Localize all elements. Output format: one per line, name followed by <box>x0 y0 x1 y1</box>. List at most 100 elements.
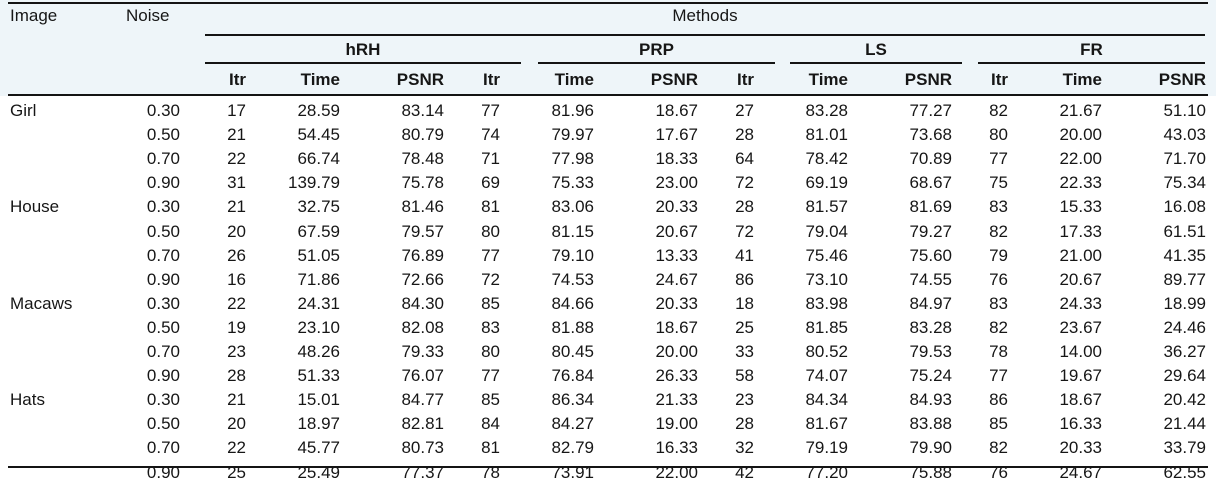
cell-prp-itr: 77 <box>481 366 500 386</box>
cell-prp-itr: 84 <box>481 414 500 434</box>
cell-fr-psnr: 29.64 <box>1163 366 1206 386</box>
cell-prp-time: 79.10 <box>551 245 594 265</box>
cell-hrh-time: 66.74 <box>297 149 340 169</box>
cell-fr-itr: 75 <box>989 173 1008 193</box>
cell-fr-time: 24.33 <box>1059 293 1102 313</box>
cell-prp-time: 83.06 <box>551 197 594 217</box>
cell-prp-psnr: 20.33 <box>655 197 698 217</box>
cell-prp-time: 79.97 <box>551 125 594 145</box>
cell-hrh-psnr: 81.46 <box>401 197 444 217</box>
cell-hrh-itr: 17 <box>227 101 246 120</box>
cell-fr-itr: 77 <box>989 366 1008 386</box>
cell-hrh-time: 28.59 <box>297 101 340 120</box>
cell-hrh-psnr: 82.81 <box>401 414 444 434</box>
cell-ls-itr: 33 <box>735 342 754 361</box>
cell-hrh-psnr: 83.14 <box>401 101 444 120</box>
cell-ls-itr: 27 <box>735 101 754 120</box>
cell-ls-psnr: 77.27 <box>909 101 952 120</box>
cell-ls-psnr: 68.67 <box>909 173 952 193</box>
midrule <box>8 94 1208 96</box>
cell-ls-psnr: 75.24 <box>909 366 952 386</box>
cell-hrh-psnr: 80.73 <box>401 438 444 458</box>
cell-ls-psnr: 74.55 <box>909 269 952 289</box>
group-rule-hrh <box>205 62 521 64</box>
cell-hrh-time: 67.59 <box>297 221 340 241</box>
cell-prp-itr: 69 <box>481 173 500 193</box>
group-rule-ls <box>790 62 962 64</box>
cell-fr-psnr: 51.10 <box>1163 101 1206 120</box>
cell-ls-itr: 72 <box>735 173 754 193</box>
cell-fr-time: 21.00 <box>1059 245 1102 265</box>
cell-hrh-itr: 16 <box>227 269 246 289</box>
row-label-image: Macaws <box>10 293 73 313</box>
row-label-noise: 0.50 <box>146 414 180 434</box>
cell-prp-psnr: 13.33 <box>655 245 698 265</box>
group-header-prp: PRP <box>639 40 674 59</box>
cell-hrh-psnr: 72.66 <box>401 269 444 289</box>
column-header-prp-time: Time <box>554 70 594 89</box>
cell-ls-time: 75.46 <box>805 245 848 265</box>
cell-hrh-itr: 22 <box>227 149 246 169</box>
cell-prp-itr: 81 <box>481 438 500 458</box>
cell-prp-itr: 71 <box>481 149 500 169</box>
cell-fr-itr: 83 <box>989 197 1008 217</box>
table-header-band <box>0 0 1216 96</box>
cell-ls-time: 81.01 <box>805 125 848 145</box>
cell-ls-itr: 86 <box>735 269 754 289</box>
cell-prp-itr: 85 <box>481 293 500 313</box>
cell-fr-psnr: 36.27 <box>1163 342 1206 361</box>
cell-ls-time: 78.42 <box>805 149 848 169</box>
cell-hrh-itr: 23 <box>227 342 246 361</box>
cell-prp-psnr: 23.00 <box>655 173 698 193</box>
cell-hrh-time: 51.33 <box>297 366 340 386</box>
cell-prp-psnr: 17.67 <box>655 125 698 145</box>
row-label-noise: 0.90 <box>146 173 180 193</box>
column-header-fr-itr: Itr <box>991 70 1008 89</box>
row-label-noise: 0.30 <box>146 197 180 217</box>
cell-fr-itr: 78 <box>989 342 1008 361</box>
cell-prp-psnr: 20.00 <box>655 342 698 361</box>
cell-hrh-itr: 21 <box>227 390 246 410</box>
cell-prp-time: 84.27 <box>551 414 594 434</box>
cell-ls-psnr: 70.89 <box>909 149 952 169</box>
row-label-noise: 0.50 <box>146 221 180 241</box>
cell-fr-psnr: 41.35 <box>1163 245 1206 265</box>
column-header-ls-itr: Itr <box>737 70 754 89</box>
cell-prp-time: 80.45 <box>551 342 594 361</box>
cell-fr-time: 15.33 <box>1059 197 1102 217</box>
group-rule-prp <box>538 62 775 64</box>
cell-ls-time: 83.98 <box>805 293 848 313</box>
cell-fr-time: 18.67 <box>1059 390 1102 410</box>
cell-fr-time: 21.67 <box>1059 101 1102 120</box>
cell-fr-time: 19.67 <box>1059 366 1102 386</box>
cell-prp-time: 84.66 <box>551 293 594 313</box>
cell-hrh-psnr: 82.08 <box>401 317 444 337</box>
cell-ls-time: 84.34 <box>805 390 848 410</box>
cell-ls-psnr: 81.69 <box>909 197 952 217</box>
cell-fr-psnr: 75.34 <box>1163 173 1206 193</box>
cell-prp-time: 81.15 <box>551 221 594 241</box>
cell-hrh-psnr: 80.79 <box>401 125 444 145</box>
cell-prp-psnr: 24.67 <box>655 269 698 289</box>
cell-prp-time: 74.53 <box>551 269 594 289</box>
cell-ls-itr: 25 <box>735 317 754 337</box>
cell-hrh-time: 15.01 <box>297 390 340 410</box>
cell-fr-itr: 83 <box>989 293 1008 313</box>
row-label-image: House <box>10 197 60 217</box>
cell-prp-itr: 80 <box>481 221 500 241</box>
cell-hrh-psnr: 78.48 <box>401 149 444 169</box>
row-label-noise: 0.70 <box>146 245 180 265</box>
methods-spanner-rule <box>205 34 1205 36</box>
cell-prp-itr: 85 <box>481 390 500 410</box>
column-header-prp-itr: Itr <box>483 70 500 89</box>
cell-fr-psnr: 16.08 <box>1163 197 1206 217</box>
column-header-hrh-itr: Itr <box>229 70 246 89</box>
cell-hrh-itr: 22 <box>227 293 246 313</box>
cell-hrh-time: 23.10 <box>297 317 340 337</box>
cell-ls-itr: 28 <box>735 197 754 217</box>
cell-ls-time: 81.85 <box>805 317 848 337</box>
cell-ls-psnr: 79.27 <box>909 221 952 241</box>
cell-fr-time: 20.67 <box>1059 269 1102 289</box>
cell-ls-itr: 28 <box>735 125 754 145</box>
